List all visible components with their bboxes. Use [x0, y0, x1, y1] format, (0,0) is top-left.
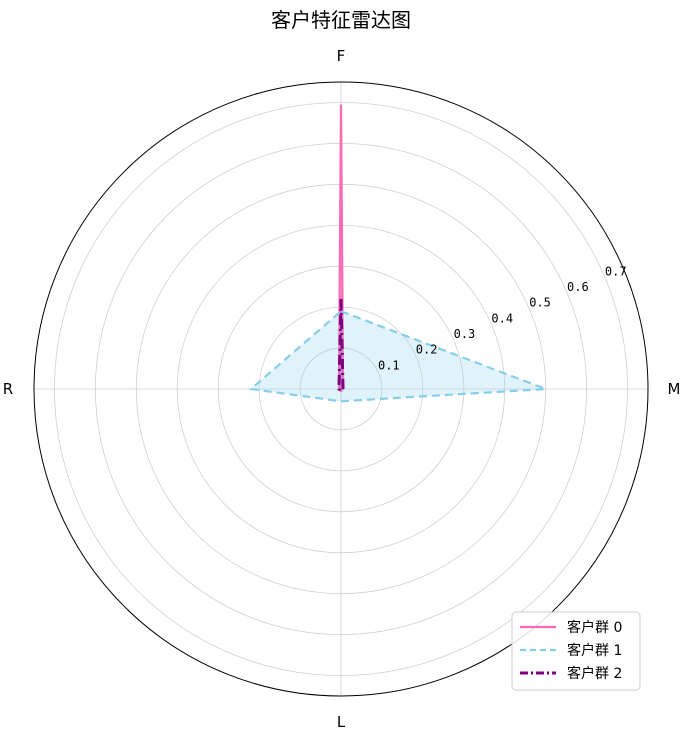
axis-label-M: M [668, 380, 681, 398]
series-line-2 [337, 298, 345, 394]
rtick-label-2: 0.2 [416, 343, 438, 357]
axis-label-R: R [3, 380, 13, 398]
rtick-label-4: 0.4 [491, 311, 513, 325]
radial-tick-labels: 0.1 0.2 0.3 0.4 0.5 0.6 0.7 [378, 264, 627, 372]
legend-label-2: 客户群 2 [567, 665, 622, 682]
rtick-label-7: 0.7 [605, 264, 627, 278]
axis-label-L: L [337, 713, 346, 731]
rtick-label-1: 0.1 [378, 358, 400, 372]
axis-labels: F M L R [3, 47, 681, 731]
rtick-label-6: 0.6 [567, 280, 589, 294]
outer-frame [33, 81, 649, 697]
series-fill-1 [250, 311, 546, 402]
series-line-1 [248, 309, 547, 403]
legend-box [511, 611, 641, 691]
axis-label-F: F [337, 47, 346, 65]
legend-label-0: 客户群 0 [567, 619, 622, 636]
rtick-label-5: 0.5 [529, 296, 551, 310]
rtick-label-3: 0.3 [454, 327, 476, 341]
series-layer [248, 104, 547, 403]
chart-title: 客户特征雷达图 [271, 8, 411, 32]
legend: 客户群 0 客户群 1 客户群 2 [511, 611, 641, 691]
series-line-0 [337, 104, 345, 393]
legend-label-1: 客户群 1 [567, 642, 622, 659]
